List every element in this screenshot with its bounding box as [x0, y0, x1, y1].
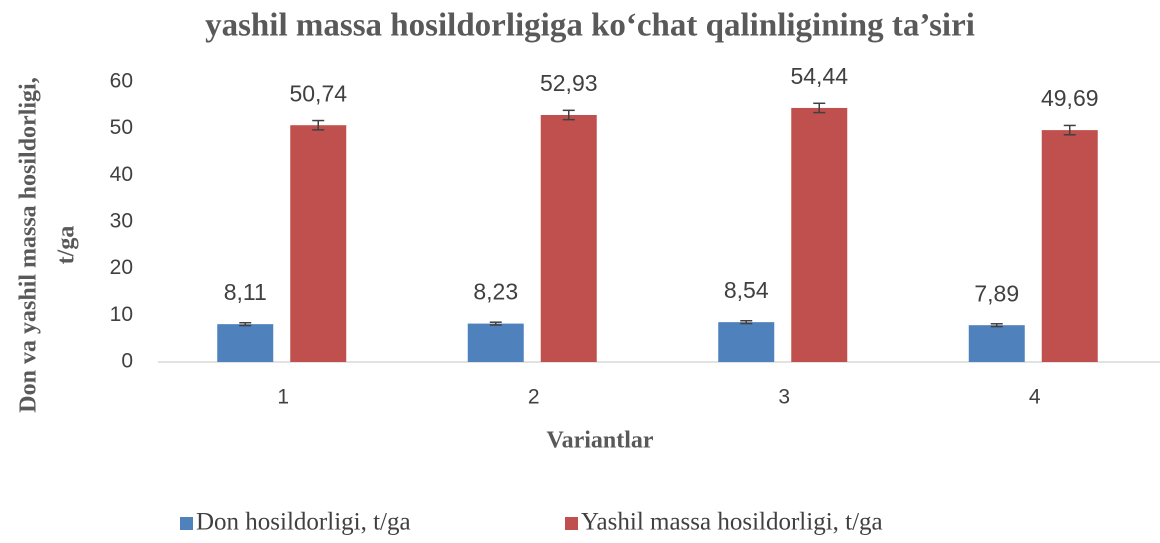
y-tick-label: 50 — [110, 116, 133, 139]
bar — [968, 325, 1025, 362]
x-axis-label: Variantlar — [546, 428, 653, 454]
y-tick-label: 0 — [121, 350, 133, 373]
data-label: 50,74 — [289, 80, 347, 106]
data-label: 49,69 — [1041, 85, 1099, 111]
legend-swatch — [180, 517, 193, 530]
data-label: 8,54 — [724, 277, 769, 303]
bar — [1041, 130, 1098, 362]
y-axis-label: Don va yashil massa hosildorligi, — [16, 77, 42, 412]
x-tick-label: 2 — [528, 386, 540, 409]
x-tick-label: 4 — [1029, 386, 1041, 409]
x-tick-label: 3 — [778, 386, 790, 409]
data-label: 54,44 — [790, 63, 848, 89]
legend-label: Don hosildorligi, t/ga — [196, 509, 411, 536]
data-label: 52,93 — [540, 70, 598, 96]
chart-title: yashil massa hosildorligiga ko‘chat qali… — [205, 8, 975, 44]
data-label: 7,89 — [974, 280, 1019, 306]
y-tick-label: 40 — [110, 163, 133, 186]
legend-label: Yashil massa hosildorligi, t/ga — [581, 509, 883, 536]
y-tick-label: 30 — [110, 210, 133, 233]
x-tick-label: 1 — [277, 386, 289, 409]
data-label: 8,23 — [473, 279, 518, 305]
y-tick-label: 60 — [110, 70, 133, 93]
bar — [467, 323, 524, 362]
bar — [290, 125, 347, 362]
legend-swatch — [565, 517, 578, 530]
bar — [791, 107, 848, 363]
data-label: 8,11 — [224, 279, 267, 305]
y-tick-label: 20 — [110, 256, 133, 279]
y-tick-label: 10 — [110, 303, 133, 326]
bar — [718, 322, 775, 362]
y-axis-label: t/ga — [54, 226, 80, 265]
bar — [540, 114, 597, 362]
bar — [217, 324, 274, 362]
